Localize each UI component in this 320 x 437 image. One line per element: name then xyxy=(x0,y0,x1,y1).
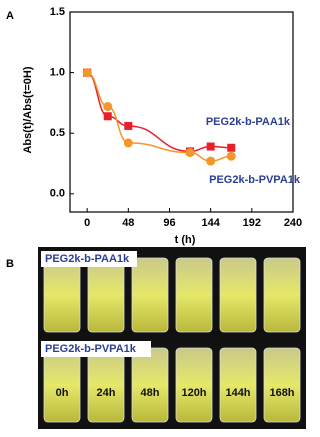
x-tick-label: 0 xyxy=(84,217,90,229)
vial xyxy=(175,257,213,333)
vial xyxy=(87,347,125,423)
marker xyxy=(124,121,133,130)
time-label: 48h xyxy=(141,387,160,399)
marker xyxy=(123,138,133,148)
row-label-box xyxy=(41,341,151,357)
y-axis-label: Abs(t)/Abs(t=0H) xyxy=(22,66,34,153)
x-tick-label: 48 xyxy=(122,217,134,229)
y-tick-label: 1.5 xyxy=(50,6,65,18)
marker xyxy=(103,112,112,121)
fit-curve xyxy=(86,71,232,153)
x-tick-label: 144 xyxy=(201,217,220,229)
marker xyxy=(206,156,216,166)
plot-frame xyxy=(69,11,294,213)
panel-label: A xyxy=(6,10,14,22)
legend-label: PEG2k-b-PVPA1k xyxy=(209,174,301,186)
x-tick-label: 240 xyxy=(284,217,302,229)
vial xyxy=(43,347,81,423)
vial xyxy=(131,257,169,333)
time-label: 168h xyxy=(269,387,294,399)
time-label: 144h xyxy=(225,387,250,399)
marker xyxy=(185,148,195,158)
vial xyxy=(131,347,169,423)
marker xyxy=(206,142,215,151)
y-tick-label: 1.0 xyxy=(50,67,65,79)
row-label-box xyxy=(41,251,137,267)
y-tick-label: 0.5 xyxy=(50,127,65,139)
row-label: PEG2k-b-PAA1k xyxy=(45,253,130,265)
time-label: 24h xyxy=(97,387,116,399)
vial xyxy=(263,257,301,333)
marker xyxy=(227,143,236,152)
time-label: 120h xyxy=(181,387,206,399)
vial xyxy=(219,257,257,333)
y-tick-label: 0.0 xyxy=(50,188,65,200)
marker xyxy=(226,151,236,161)
row-label: PEG2k-b-PVPA1k xyxy=(45,343,137,355)
legend-label: PEG2k-b-PAA1k xyxy=(206,116,291,128)
vial xyxy=(43,257,81,333)
vial xyxy=(87,257,125,333)
x-tick-label: 192 xyxy=(243,217,261,229)
vial xyxy=(219,347,257,423)
vial xyxy=(175,347,213,423)
x-axis-label: t (h) xyxy=(175,234,196,246)
photo xyxy=(38,247,306,429)
marker xyxy=(103,102,113,112)
time-label: 0h xyxy=(56,387,69,399)
marker xyxy=(82,68,92,78)
panel-label: B xyxy=(6,258,14,270)
figure: A t (h) Abs(t)/Abs(t=0H) B PEG2k-b-PAA1k… xyxy=(6,6,306,429)
vial xyxy=(263,347,301,423)
x-tick-label: 96 xyxy=(163,217,175,229)
